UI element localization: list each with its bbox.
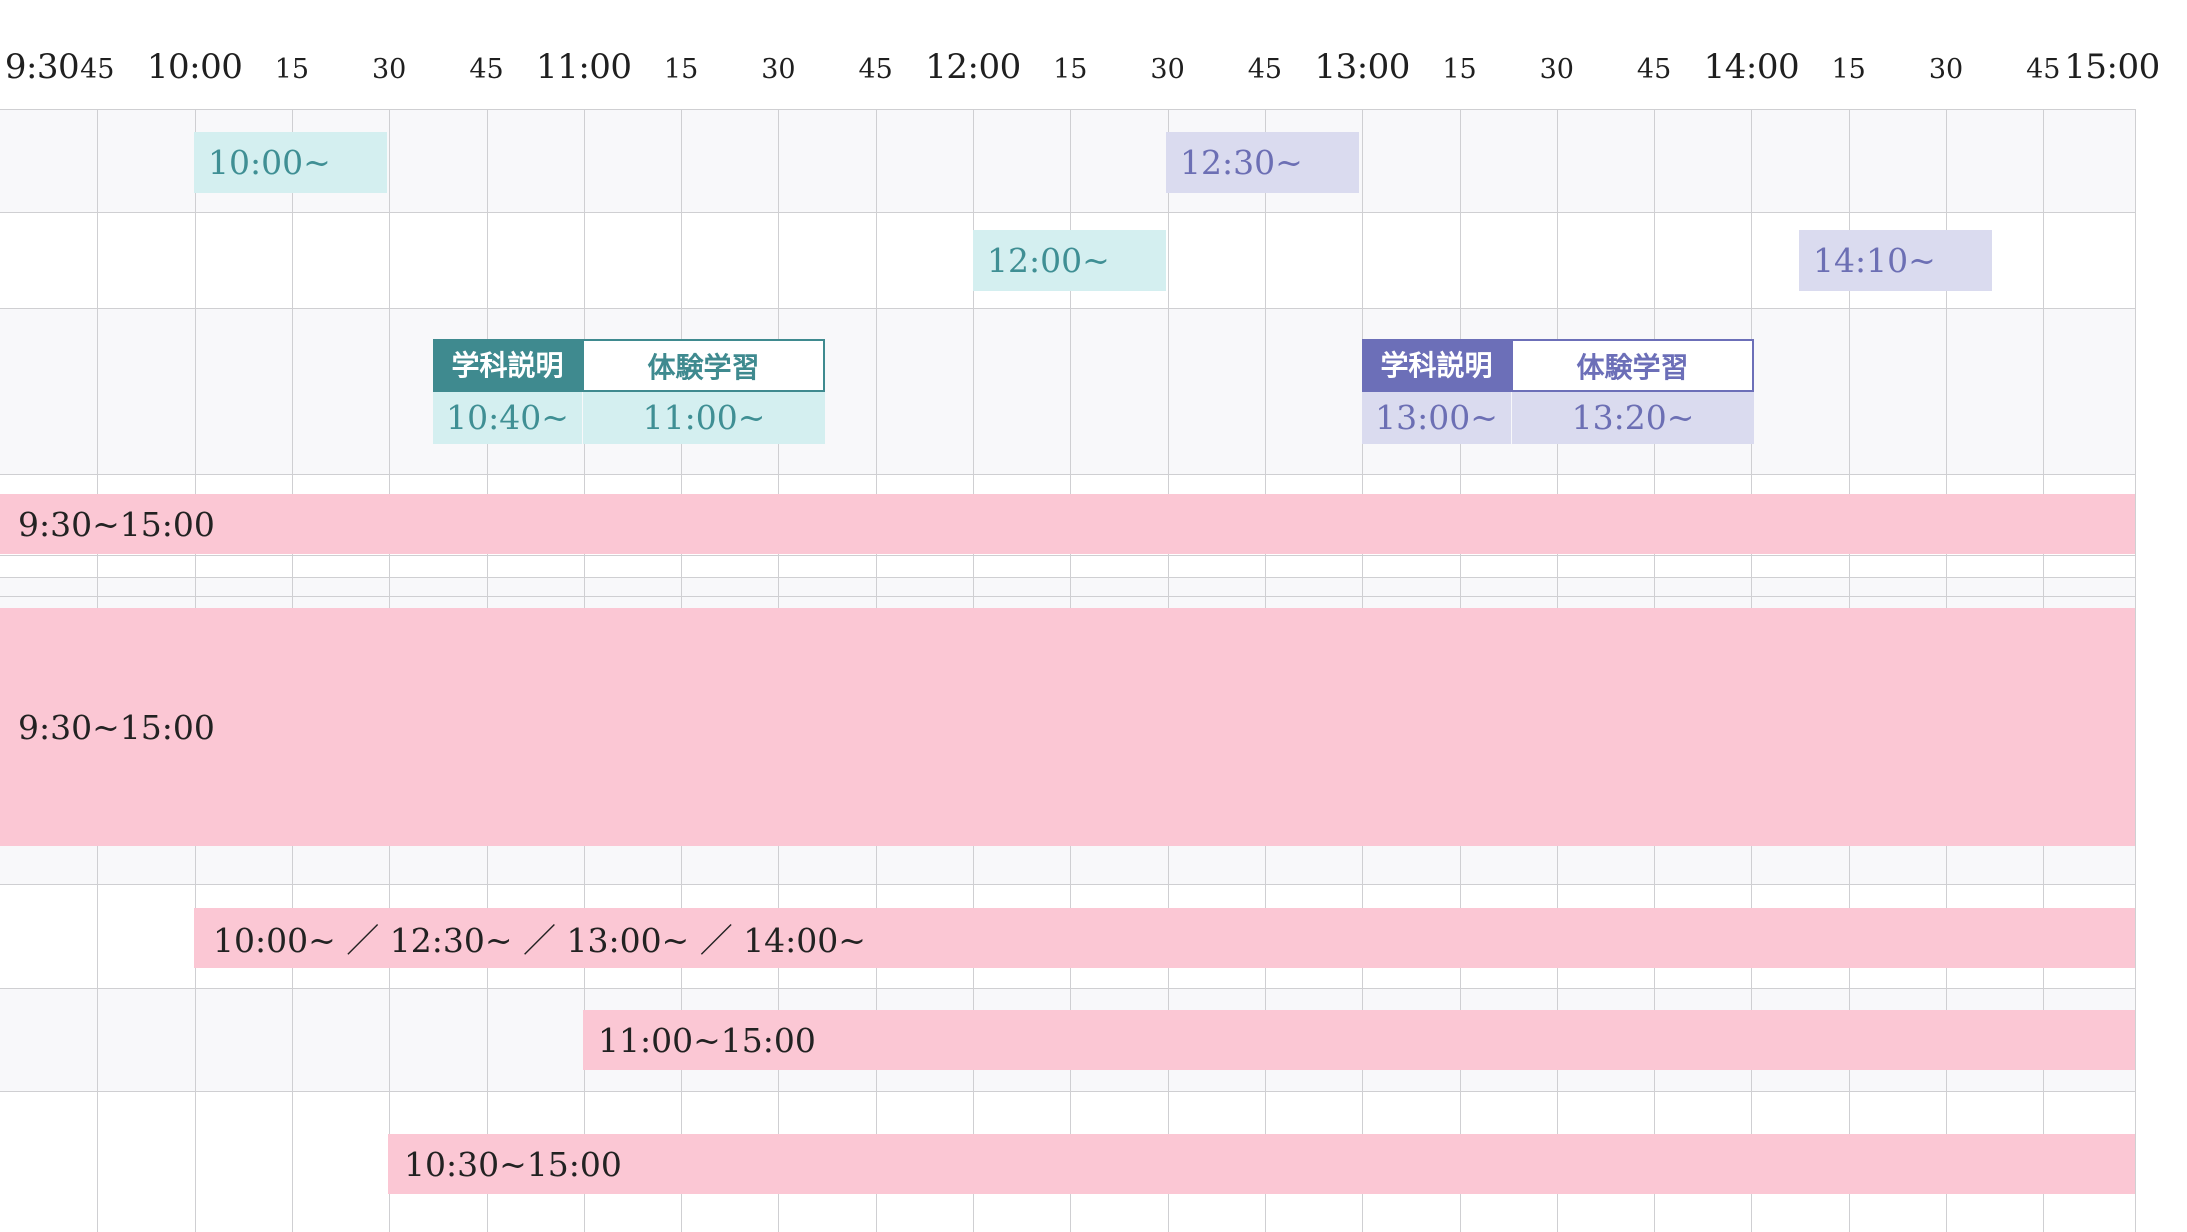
grid-horizontal-line — [0, 1091, 2135, 1092]
session-chip-row2-b: 14:10~ — [1799, 230, 1992, 291]
tick-label-minute: 15 — [1442, 54, 1477, 85]
tag-subject-explanation-afternoon: 学科説明 — [1362, 339, 1511, 392]
tick-label-hour: 11:00 — [536, 47, 632, 87]
time-range-bar-row4: 9:30~15:00 — [0, 494, 2135, 554]
tick-label-minute: 15 — [1831, 54, 1866, 85]
tick-label-minute: 30 — [1928, 54, 1964, 85]
session-chip-row2-a: 12:00~ — [973, 230, 1166, 291]
session-chip-row1-a: 10:00~ — [194, 132, 387, 193]
tick-label-minute: 45 — [469, 54, 504, 85]
tick-label-hour: 14:00 — [1703, 47, 1800, 87]
tick-label-minute: 15 — [1053, 54, 1088, 85]
time-subject-explanation-afternoon: 13:00~ — [1362, 392, 1511, 444]
grid-horizontal-line — [0, 988, 2135, 989]
time-range-bar-row8: 10:30~15:00 — [388, 1134, 2135, 1194]
tick-label-hour: 13:00 — [1314, 47, 1410, 87]
time-range-bar-row5: 9:30~15:00 — [0, 608, 2135, 846]
tick-label-minute: 30 — [372, 54, 407, 85]
tick-label-minute: 30 — [761, 54, 796, 85]
tick-label-minute: 45 — [1636, 54, 1672, 85]
tick-label-hour: 12:00 — [925, 47, 1021, 87]
tag-subject-explanation-morning: 学科説明 — [433, 339, 582, 392]
time-subject-explanation-morning: 10:40~ — [433, 392, 582, 444]
tick-label-minute: 15 — [274, 54, 310, 85]
tick-label-minute: 30 — [1539, 54, 1574, 85]
time-range-bar-row6: 10:00~ ／ 12:30~ ／ 13:00~ ／ 14:00~ — [194, 908, 2135, 968]
tick-label-hour: 9:30 — [4, 47, 80, 87]
grid-horizontal-line — [0, 308, 2135, 309]
tick-label-minute: 45 — [2026, 54, 2061, 85]
grid-horizontal-line — [0, 577, 2135, 578]
time-hands-on-afternoon: 13:20~ — [1512, 392, 1754, 444]
grid-horizontal-line — [0, 474, 2135, 475]
grid-horizontal-line — [0, 884, 2135, 885]
grid-horizontal-line — [0, 596, 2135, 597]
grid-horizontal-line — [0, 212, 2135, 213]
tick-label-hour: 15:00 — [2064, 47, 2160, 87]
tick-label-minute: 30 — [1150, 54, 1185, 85]
tick-label-minute: 45 — [858, 54, 893, 85]
time-range-bar-row7: 11:00~15:00 — [583, 1010, 2135, 1070]
tick-label-hour: 10:00 — [146, 47, 243, 87]
tick-label-minute: 45 — [1247, 54, 1283, 85]
tag-hands-on-morning: 体験学習 — [582, 339, 825, 392]
tick-label-minute: 15 — [663, 54, 699, 85]
time-hands-on-morning: 11:00~ — [583, 392, 825, 444]
tick-label-minute: 45 — [80, 54, 115, 85]
grid-right-border — [2135, 109, 2136, 1232]
row-3-background — [0, 308, 2135, 474]
session-chip-row1-b: 12:30~ — [1166, 132, 1359, 193]
tag-hands-on-afternoon: 体験学習 — [1511, 339, 1754, 392]
grid-horizontal-line — [0, 555, 2135, 556]
grid-horizontal-line — [0, 109, 2135, 110]
